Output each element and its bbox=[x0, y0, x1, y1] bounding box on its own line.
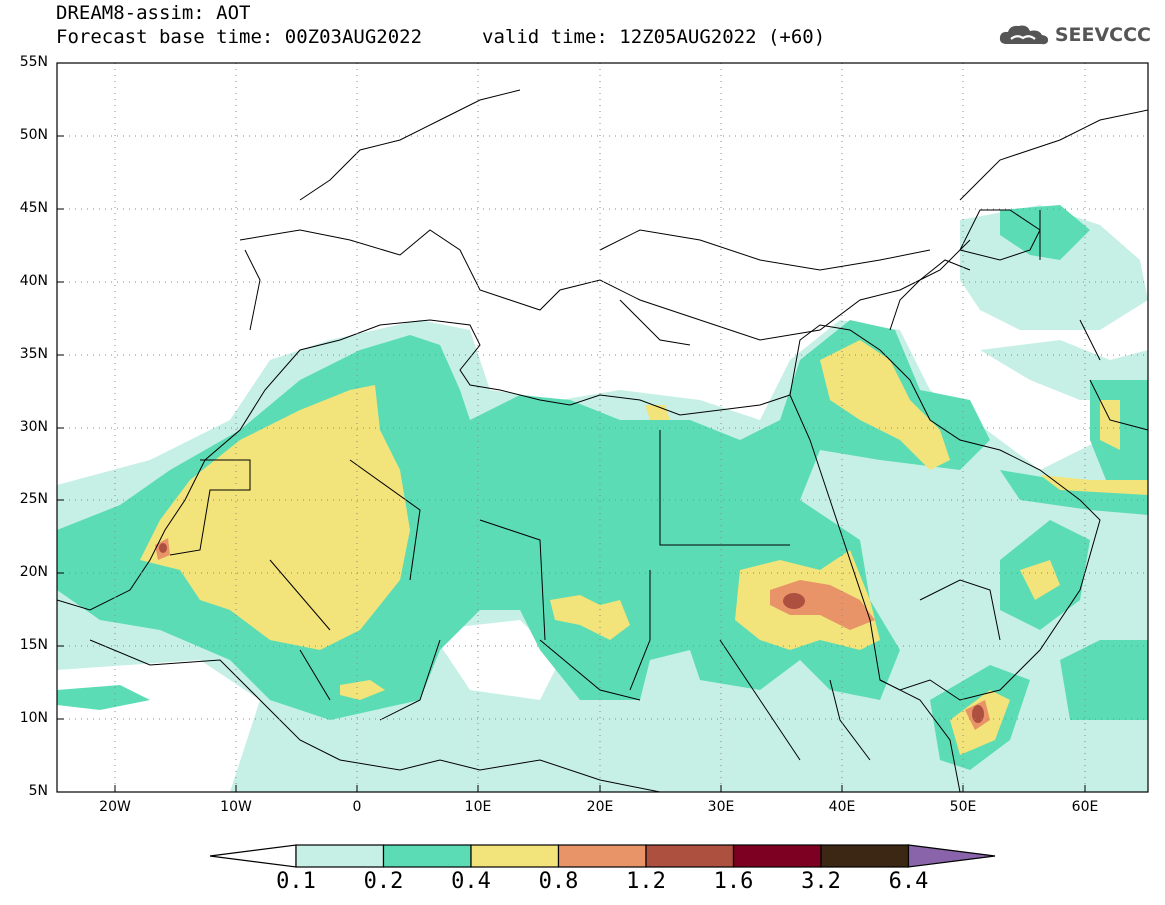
colorbar bbox=[209, 844, 996, 868]
lat-label-35n: 35N bbox=[19, 346, 48, 362]
lat-label-20n: 20N bbox=[19, 564, 48, 580]
colorbar-label-0-2: 0.2 bbox=[363, 869, 404, 894]
title-forecast-base: Forecast base time: 00Z03AUG2022 bbox=[56, 26, 423, 48]
colorbar-label-6-4: 6.4 bbox=[888, 869, 929, 894]
colorbar-label-3-2: 3.2 bbox=[801, 869, 841, 894]
colorbar-bin-5 bbox=[645, 844, 735, 868]
title-valid-time: valid time: 12Z05AUG2022 (+60) bbox=[482, 26, 826, 48]
lat-label-15n: 15N bbox=[19, 637, 48, 653]
colorbar-bin-6 bbox=[732, 844, 822, 868]
lon-label-30e: 30E bbox=[707, 799, 735, 815]
colorbar-bin-3 bbox=[470, 844, 560, 868]
lon-label-60e: 60E bbox=[1071, 799, 1099, 815]
lat-label-40n: 40N bbox=[19, 273, 48, 289]
coastlines bbox=[57, 89, 1148, 792]
colorbar-label-0-8: 0.8 bbox=[538, 869, 579, 894]
lon-label-20w: 20W bbox=[99, 799, 131, 815]
lat-label-25n: 25N bbox=[19, 491, 48, 507]
colorbar-bin-4 bbox=[557, 844, 647, 868]
colorbar-label-1-2: 1.2 bbox=[626, 869, 666, 894]
colorbar-over-triangle bbox=[907, 844, 996, 868]
lat-label-30n: 30N bbox=[19, 419, 48, 435]
lon-label-50e: 50E bbox=[949, 799, 977, 815]
lon-label-0: 0 bbox=[352, 799, 362, 815]
lon-label-10e: 10E bbox=[464, 799, 492, 815]
title-model-field: DREAM8-assim: AOT bbox=[56, 2, 251, 24]
logo-text: SEEVCCC bbox=[1054, 24, 1151, 46]
colorbar-under-triangle bbox=[209, 844, 297, 868]
lat-label-45n: 45N bbox=[19, 200, 48, 216]
cloud-icon bbox=[999, 25, 1048, 45]
colorbar-bin-1 bbox=[295, 844, 385, 868]
axis-ticks bbox=[57, 135, 1086, 792]
lat-label-5n: 5N bbox=[28, 783, 48, 799]
lon-label-40e: 40E bbox=[828, 799, 856, 815]
seevccc-logo: SEEVCCC bbox=[997, 22, 1151, 48]
lon-label-20e: 20E bbox=[586, 799, 614, 815]
aot-field bbox=[57, 63, 1148, 792]
colorbar-label-0-4: 0.4 bbox=[451, 869, 491, 894]
lat-label-55n: 55N bbox=[19, 54, 48, 70]
colorbar-bin-7 bbox=[820, 844, 910, 868]
colorbar-label-1-6: 1.6 bbox=[713, 869, 754, 894]
colorbar-bin-2 bbox=[382, 844, 472, 868]
lat-label-50n: 50N bbox=[19, 127, 48, 143]
colorbar-label-0-1: 0.1 bbox=[276, 869, 316, 894]
lat-label-10n: 10N bbox=[19, 710, 48, 726]
lon-label-10w: 10W bbox=[220, 799, 252, 815]
